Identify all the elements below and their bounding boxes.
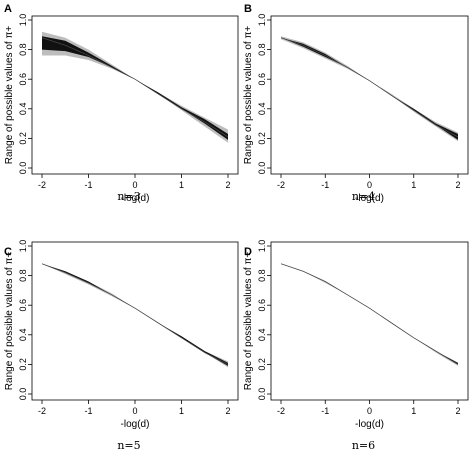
- x-axis-label: -log(d): [121, 193, 150, 204]
- outer-band: [281, 263, 458, 366]
- y-tick-label: 0.4: [257, 329, 267, 342]
- y-tick-label: 0.6: [257, 299, 267, 312]
- panel-letter: D: [244, 246, 252, 258]
- y-tick-label: 0.0: [257, 388, 267, 401]
- y-tick-label: 0.0: [18, 388, 28, 401]
- y-tick-label: 1.0: [257, 240, 267, 253]
- x-tick-label: -1: [84, 406, 92, 416]
- panel-caption: n=6: [352, 439, 375, 452]
- y-axis-label: Range of possible values of π+: [243, 26, 254, 165]
- x-tick-label: 1: [411, 180, 416, 190]
- inner-band: [42, 263, 228, 366]
- x-tick-label: 2: [455, 406, 460, 416]
- y-tick-label: 0.4: [257, 103, 267, 116]
- y-tick-label: 0.4: [18, 329, 28, 342]
- plot-frame: [31, 241, 239, 401]
- x-tick-label: -2: [38, 180, 46, 190]
- y-tick-label: 0.2: [18, 358, 28, 371]
- chart-panel-c: 0.0 0.2 0.4 0.6 0.8 1.0 -2 -1 0 1 2 -log(d) Range of…: [4, 240, 239, 452]
- y-tick-label: 1.0: [18, 14, 28, 27]
- panel-letter: C: [4, 246, 12, 258]
- y-tick-label: 1.0: [18, 240, 28, 253]
- center-line: [280, 263, 459, 365]
- x-tick-label: 0: [132, 180, 137, 190]
- panel-caption: n=5: [117, 439, 140, 452]
- panel-letter: A: [4, 3, 12, 15]
- inner-band: [281, 37, 458, 140]
- y-tick-label: 0.4: [18, 103, 28, 116]
- chart-panel-b: 0.0 0.2 0.4 0.6 0.8 1.0 -2 -1 0 1 2 -log(d) Range of…: [243, 3, 469, 204]
- panel-caption: n=3: [117, 190, 140, 203]
- y-tick-label: 0.8: [257, 43, 267, 56]
- inner-band: [42, 36, 228, 140]
- x-tick-label: 2: [225, 406, 230, 416]
- y-tick-label: 0.8: [18, 43, 28, 56]
- x-axis-label: -log(d): [355, 419, 384, 430]
- y-tick-label: 0.0: [18, 162, 28, 175]
- y-tick-label: 0.6: [18, 73, 28, 86]
- x-tick-label: -1: [321, 180, 329, 190]
- chart-panel-a: 0.0 0.2 0.4 0.6 0.8 1.0 -2 -1 0 1 2 -log(d) Range of…: [4, 3, 239, 204]
- y-tick-label: 0.8: [257, 269, 267, 282]
- y-tick-label: 1.0: [257, 14, 267, 27]
- outer-band: [42, 31, 228, 143]
- y-tick-label: 0.0: [257, 162, 267, 175]
- x-tick-label: -1: [321, 406, 329, 416]
- x-tick-label: 0: [367, 406, 372, 416]
- x-axis-label: -log(d): [121, 419, 150, 430]
- x-tick-label: 0: [367, 180, 372, 190]
- center-line: [41, 37, 229, 138]
- y-tick-label: 0.2: [257, 132, 267, 145]
- y-tick-label: 0.6: [18, 299, 28, 312]
- x-tick-label: 1: [179, 180, 184, 190]
- x-tick-label: -2: [277, 180, 285, 190]
- x-tick-label: -2: [277, 406, 285, 416]
- y-axis-label: Range of possible values of π+: [4, 26, 15, 165]
- x-tick-label: 0: [132, 406, 137, 416]
- panel-letter: B: [244, 3, 252, 15]
- chart-panel-d: 0.0 0.2 0.4 0.6 0.8 1.0 -2 -1 0 1 2 -log(d) Range of…: [243, 240, 469, 452]
- center-line: [41, 263, 229, 365]
- plot-frame: [270, 15, 469, 175]
- y-tick-label: 0.6: [257, 73, 267, 86]
- panel-caption: n=4: [352, 190, 375, 203]
- y-tick-label: 0.8: [18, 269, 28, 282]
- y-axis-label: Range of possible values of π+: [4, 252, 15, 391]
- x-tick-label: -2: [38, 406, 46, 416]
- y-tick-label: 0.2: [18, 132, 28, 145]
- x-tick-label: 2: [225, 180, 230, 190]
- x-axis-label: -log(d): [355, 193, 384, 204]
- y-axis-label: Range of possible values of π+: [243, 252, 254, 391]
- y-tick-label: 0.2: [257, 358, 267, 371]
- outer-band: [281, 36, 458, 142]
- x-tick-label: -1: [84, 180, 92, 190]
- outer-band: [42, 263, 228, 368]
- x-tick-label: 1: [411, 406, 416, 416]
- plot-frame: [270, 241, 469, 401]
- center-line: [280, 37, 459, 138]
- x-tick-label: 1: [179, 406, 184, 416]
- x-tick-label: 2: [455, 180, 460, 190]
